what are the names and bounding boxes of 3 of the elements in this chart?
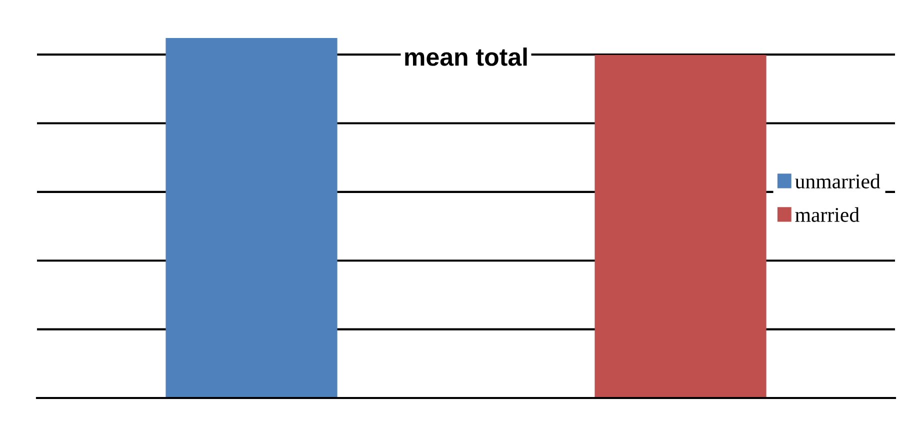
legend-label: unmarried — [795, 174, 880, 188]
legend-label: married — [795, 207, 860, 222]
chart-title: mean total — [405, 48, 527, 66]
